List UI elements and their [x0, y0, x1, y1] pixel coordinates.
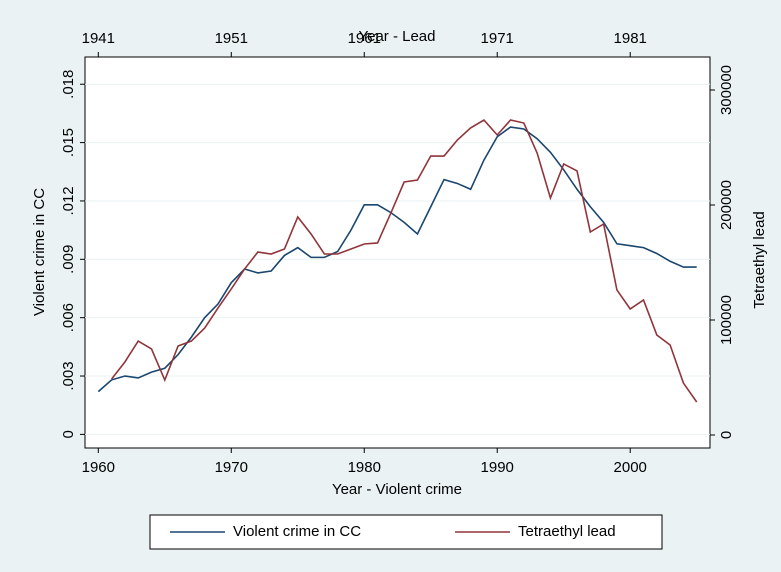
x-tick-label: 1980	[348, 459, 381, 476]
y2-axis-title: Tetraethyl lead	[751, 211, 768, 309]
y-tick-label: .015	[60, 128, 77, 157]
line-series	[97, 126, 697, 393]
y2-tick-label: 100000	[718, 295, 735, 345]
x2-tick-label: 1941	[82, 30, 115, 47]
y2-tick-label: 200000	[718, 180, 735, 230]
legend-label: Tetraethyl lead	[518, 523, 616, 540]
y-tick-label: .009	[60, 245, 77, 274]
x2-tick-label: 1981	[614, 30, 647, 47]
y2-tick-label: 300000	[718, 65, 735, 115]
x-tick-label: 1960	[82, 459, 115, 476]
legend-label: Violent crime in CC	[233, 523, 361, 540]
y2-tick-label: 0	[718, 431, 735, 439]
x-tick-label: 2000	[614, 459, 647, 476]
x-tick-label: 1970	[215, 459, 248, 476]
plot-area	[84, 56, 711, 449]
legend	[149, 514, 663, 550]
y-tick-label: .003	[60, 361, 77, 390]
y-tick-label: 0	[60, 430, 77, 438]
y-tick-label: .006	[60, 303, 77, 332]
x-axis-title: Year - Violent crime	[332, 481, 462, 498]
y-axis-title: Violent crime in CC	[31, 188, 48, 316]
y-tick-label: .018	[60, 70, 77, 99]
x-tick-label: 1990	[481, 459, 514, 476]
line-series	[110, 118, 698, 403]
x2-tick-label: 1971	[481, 30, 514, 47]
x2-tick-label: 1951	[215, 30, 248, 47]
x2-tick-label: 1961	[348, 30, 381, 47]
x2-axis-title: Year - Lead	[358, 28, 435, 45]
y-tick-label: .012	[60, 186, 77, 215]
